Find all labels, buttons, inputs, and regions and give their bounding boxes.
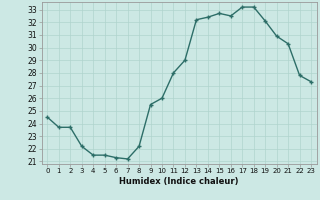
X-axis label: Humidex (Indice chaleur): Humidex (Indice chaleur) <box>119 177 239 186</box>
